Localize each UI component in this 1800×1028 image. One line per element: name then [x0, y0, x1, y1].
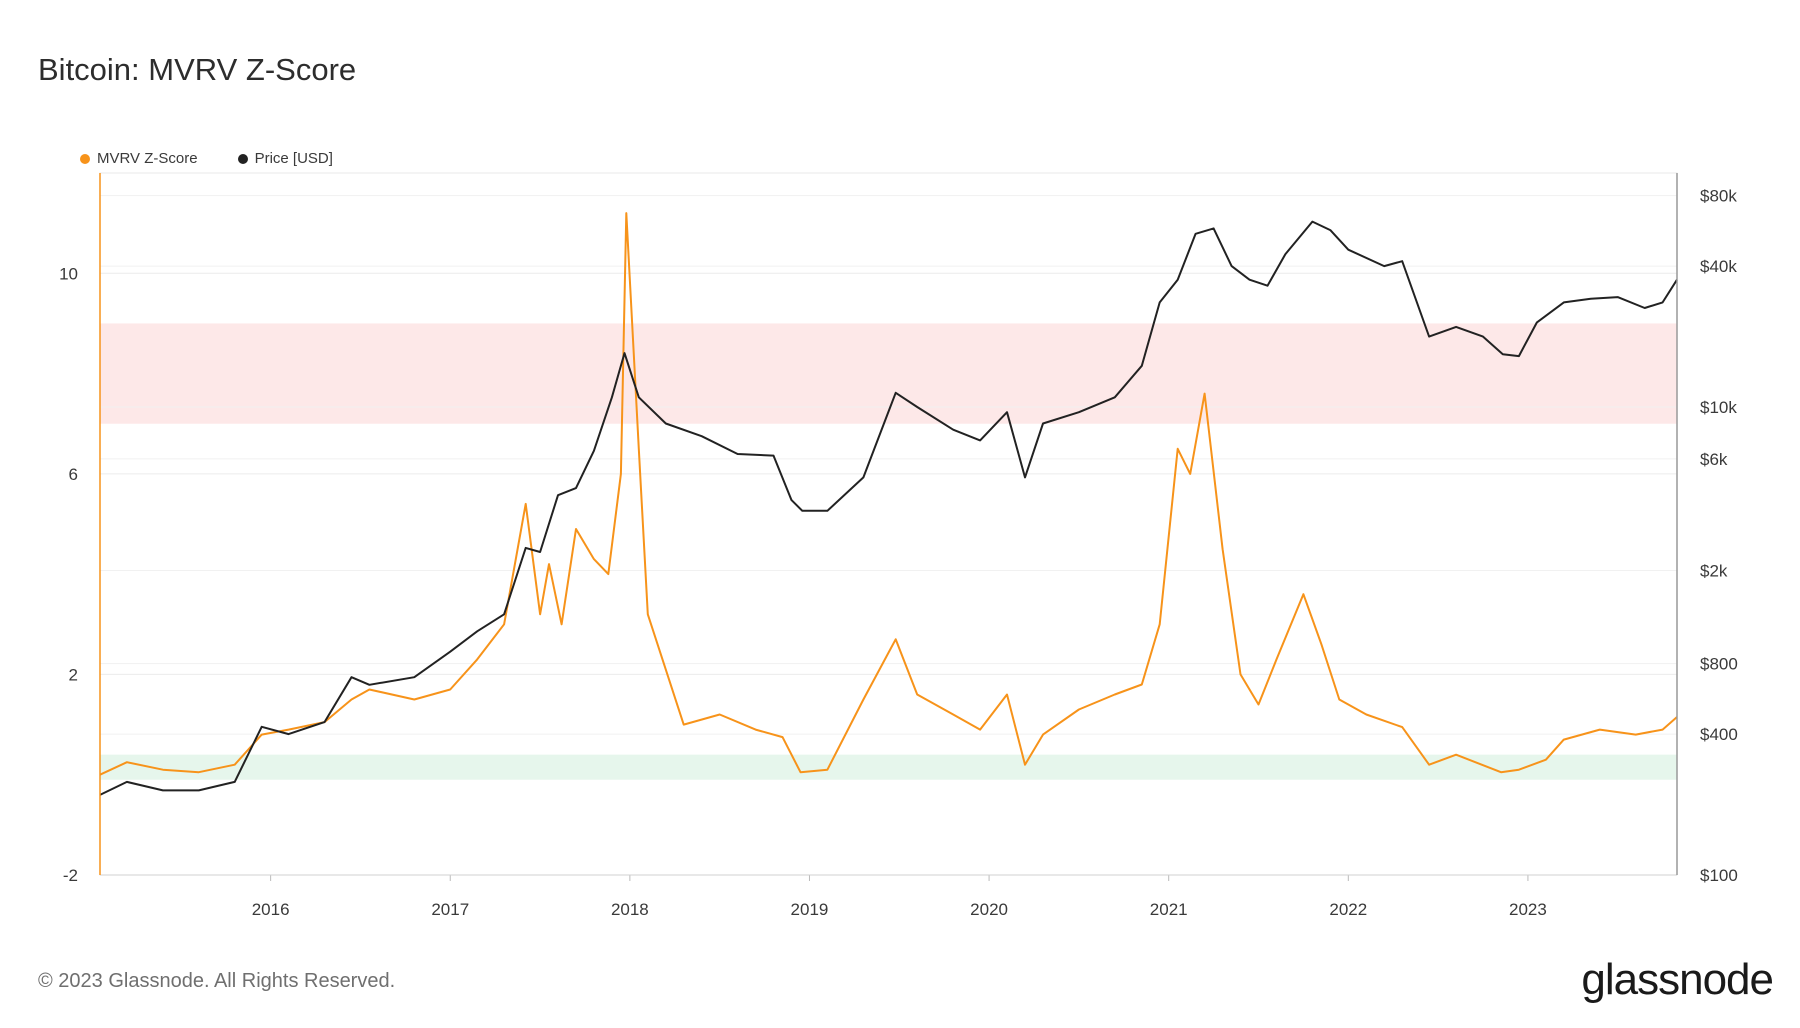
band-overvalued [100, 323, 1677, 424]
legend-item-price[interactable]: Price [USD] [237, 150, 333, 167]
y-left-tick-label: 10 [59, 264, 78, 283]
y-right-tick-label: $2k [1700, 562, 1728, 581]
legend-dot-price [237, 153, 248, 164]
legend-dot-mvrv [80, 153, 90, 164]
series-line-price [99, 220, 1678, 796]
x-tick-label: 2018 [611, 900, 649, 919]
y-left-tick-label: 2 [69, 665, 78, 684]
copyright-text: © 2023 Glassnode. All Rights Reserved. [38, 970, 396, 992]
y-right-tick-label: $40k [1700, 257, 1737, 276]
y-right-tick-label: $800 [1700, 655, 1738, 674]
legend-label-mvrv: MVRV Z-Score [97, 150, 198, 167]
y-right-tick-label: $6k [1700, 450, 1728, 469]
legend-item-mvrv[interactable]: MVRV Z-Score [80, 150, 198, 167]
chart-title: Bitcoin: MVRV Z-Score [38, 52, 357, 87]
y-right-tick-label: $400 [1700, 725, 1738, 744]
chart-legend: MVRV Z-Score Price [USD] [80, 150, 333, 167]
y-left-tick-label: 6 [69, 465, 78, 484]
series-line-mvrv [99, 212, 1678, 776]
band-undervalued [100, 754, 1677, 780]
y-left-tick-label: -2 [63, 866, 78, 885]
x-tick-label: 2016 [252, 900, 290, 919]
y-right-tick-label: $80k [1700, 187, 1737, 206]
y-right-tick-label: $100 [1700, 866, 1738, 885]
brand-logo: glassnode [1581, 955, 1774, 1004]
x-tick-label: 2017 [431, 900, 469, 919]
x-tick-label: 2023 [1509, 900, 1547, 919]
x-tick-label: 2021 [1150, 900, 1188, 919]
y-right-tick-label: $10k [1700, 398, 1737, 417]
x-tick-label: 2019 [791, 900, 829, 919]
x-tick-label: 2020 [970, 900, 1008, 919]
legend-label-price: Price [USD] [254, 150, 333, 167]
x-tick-label: 2022 [1329, 900, 1367, 919]
